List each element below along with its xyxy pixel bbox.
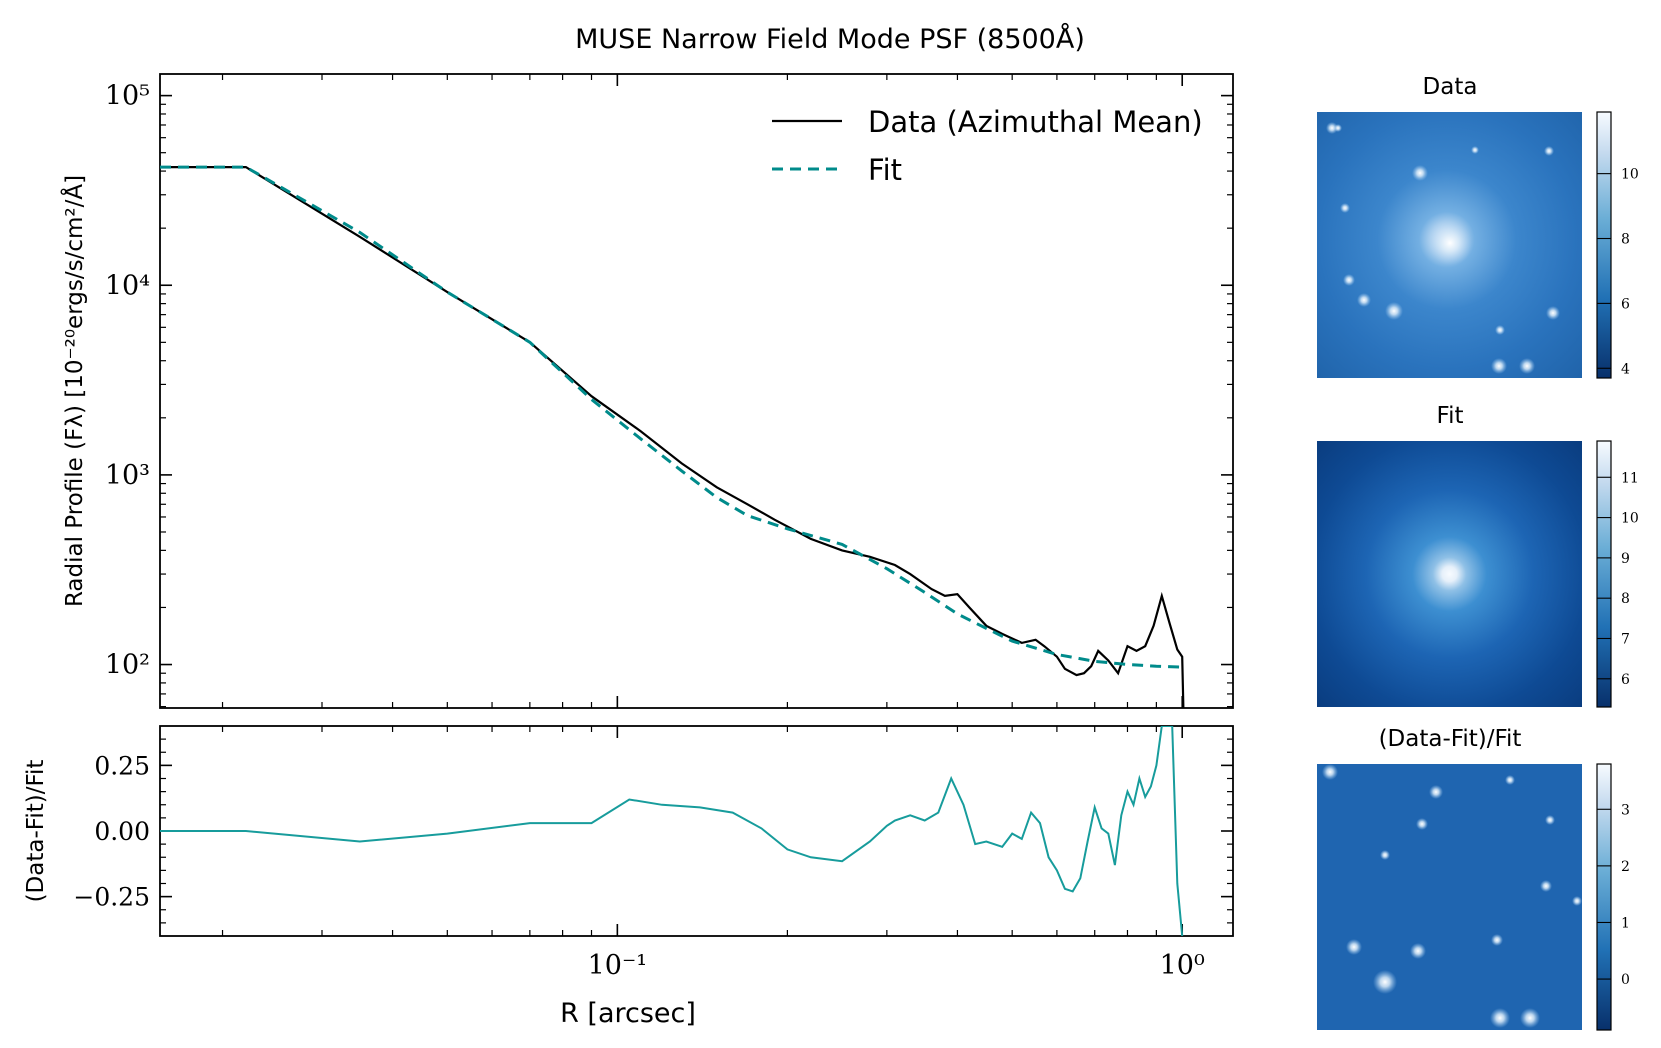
source-blob (1334, 124, 1342, 132)
colorbar-tick-label: 3 (1621, 802, 1630, 818)
colorbar-tick-label: 6 (1621, 296, 1630, 312)
fit-colorbar (1596, 440, 1612, 708)
profile-ylabel: Radial Profile (Fλ) [10⁻²⁰ergs/s/cm²/Å] (60, 175, 88, 607)
data-image-title: Data (1423, 74, 1478, 100)
data-series-line (160, 166, 1185, 708)
source-blob (1546, 306, 1560, 320)
colorbar-tick-label: 4 (1621, 361, 1630, 377)
source-blob (1343, 274, 1355, 286)
residual-blob (1540, 880, 1552, 892)
fit-colorbar-ticks: 6 7 8 9 10 11 (1597, 470, 1639, 688)
residual-image-panel: (Data-Fit)/Fit 0 1 2 3 (1317, 726, 1630, 1031)
profile-ytick-labels: 10² 10³ 10⁴ 10⁵ (105, 81, 150, 681)
residual-blob (1545, 815, 1555, 825)
source-blob (1340, 203, 1350, 213)
source-blob (1519, 358, 1535, 374)
residual-blob (1322, 764, 1338, 780)
profile-ytick-label: 10² (105, 650, 150, 681)
residual-blob (1490, 1008, 1510, 1028)
profile-ytick-label: 10⁴ (105, 270, 150, 301)
source-blob (1412, 165, 1428, 181)
colorbar-tick-label: 1 (1621, 915, 1630, 931)
profile-panel: 10² 10³ 10⁴ 10⁵ Radial Profile (Fλ) [10⁻²⁰e… (60, 73, 1234, 709)
source-blob (1428, 221, 1472, 265)
source-blob (1471, 146, 1479, 154)
residual-blob (1505, 775, 1515, 785)
xlabel: R [arcsec] (560, 998, 696, 1029)
residual-blob (1373, 970, 1397, 994)
colorbar-tick-label: 10 (1621, 511, 1639, 527)
profile-axes-frame (159, 73, 1234, 709)
profile-ticks (160, 74, 1233, 708)
fit-series-line (160, 165, 1183, 669)
legend: Data (Azimuthal Mean) Fit (772, 105, 1203, 187)
residual-colorbar-ticks: 0 1 2 3 (1597, 802, 1630, 988)
residual-blob (1491, 934, 1503, 946)
residual-image-sources (1322, 764, 1582, 1028)
colorbar-tick-label: 11 (1621, 470, 1639, 486)
source-blob (1326, 122, 1338, 134)
profile-ytick-label: 10³ (105, 460, 150, 491)
legend-data-label: Data (Azimuthal Mean) (868, 105, 1203, 139)
colorbar-tick-label: 2 (1621, 859, 1630, 875)
data-colorbar-ticks: 4 6 8 10 (1597, 167, 1639, 377)
legend-fit-label: Fit (868, 153, 902, 187)
xtick-label: 10⁰ (1160, 950, 1205, 981)
profile-ytick-label: 10⁵ (105, 81, 150, 112)
residual-image-title: (Data-Fit)/Fit (1379, 726, 1522, 752)
residual-xtick-labels: 10⁻¹ 10⁰ (588, 950, 1205, 981)
residual-ytick-label: 0.25 (94, 751, 150, 780)
residual-blob (1380, 850, 1390, 860)
fit-image-panel: Fit 6 7 8 9 10 11 (1317, 403, 1639, 708)
residual-panel: −0.25 0.00 0.25 10⁻¹ 10⁰ (Data-Fit)/Fit R [… (23, 725, 1234, 1029)
figure-title: MUSE Narrow Field Mode PSF (8500Å) (575, 23, 1085, 55)
fit-image-title: Fit (1437, 403, 1464, 429)
source-blob (1357, 293, 1371, 307)
source-blob (1495, 325, 1505, 335)
residual-blob (1410, 943, 1426, 959)
colorbar-tick-label: 8 (1621, 591, 1630, 607)
residual-axes-frame (159, 725, 1234, 937)
residual-blob (1572, 896, 1582, 906)
residual-series-line (160, 726, 1184, 936)
residual-colorbar (1596, 763, 1612, 1031)
data-image-panel: Data 4 6 8 10 (1317, 74, 1639, 379)
residual-ticks (160, 726, 1233, 936)
source-blob (1491, 358, 1507, 374)
colorbar-tick-label: 7 (1621, 631, 1630, 647)
residual-ylabel: (Data-Fit)/Fit (23, 760, 49, 903)
residual-ytick-label: −0.25 (73, 883, 150, 912)
source-blob (1385, 302, 1403, 320)
fit-image (1317, 441, 1582, 707)
data-image-sources (1326, 122, 1560, 374)
xtick-label: 10⁻¹ (588, 950, 647, 981)
colorbar-tick-label: 9 (1621, 551, 1630, 567)
residual-ytick-label: 0.00 (94, 817, 150, 846)
colorbar-tick-label: 8 (1621, 232, 1630, 248)
colorbar-tick-label: 0 (1621, 972, 1630, 988)
residual-ytick-labels: −0.25 0.00 0.25 (73, 751, 150, 911)
residual-blob (1429, 785, 1443, 799)
colorbar-tick-label: 10 (1621, 167, 1639, 183)
source-blob (1544, 146, 1554, 156)
residual-image (1317, 764, 1582, 1030)
residual-blob (1520, 1008, 1540, 1028)
residual-blob (1346, 939, 1362, 955)
data-colorbar (1596, 111, 1612, 379)
residual-blob (1416, 818, 1428, 830)
colorbar-tick-label: 6 (1621, 672, 1630, 688)
